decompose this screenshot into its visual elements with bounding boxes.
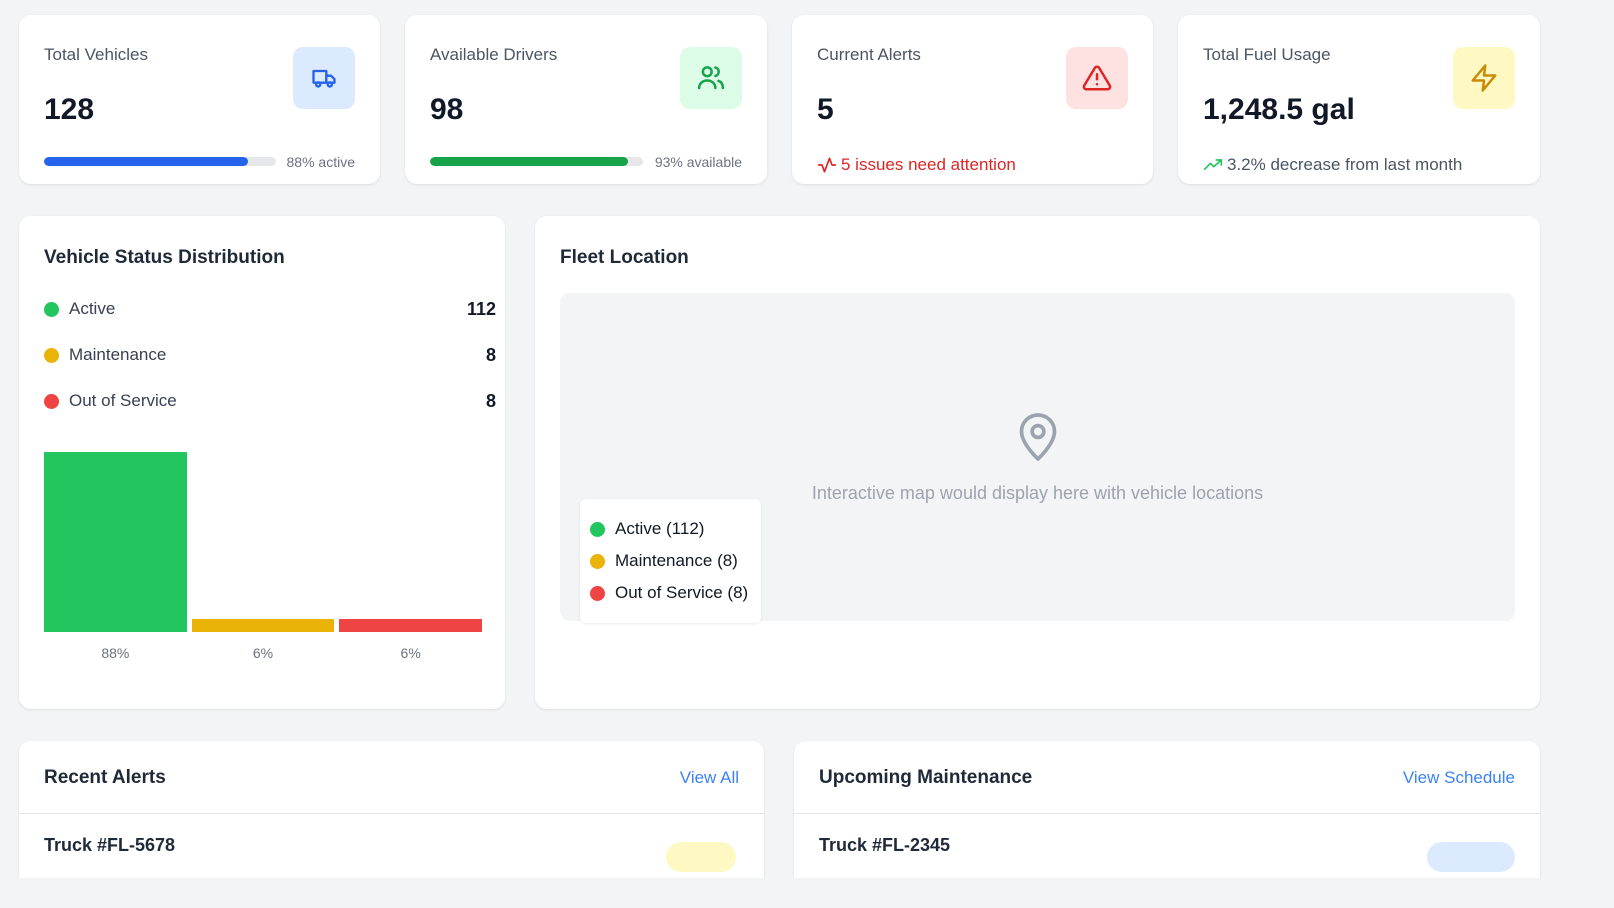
fuel-note-text: 3.2% decrease from last month	[1227, 155, 1463, 174]
legend-item: Out of Service (8)	[590, 577, 751, 609]
maintenance-status-badge	[1427, 842, 1515, 872]
drivers-progress-bar	[430, 157, 643, 166]
alert-triangle-icon	[1066, 47, 1128, 109]
stat-card-current-alerts: Current Alerts 5 5 issues need attention	[792, 15, 1153, 184]
alerts-note: 5 issues need attention	[817, 155, 1016, 175]
view-schedule-link[interactable]: View Schedule	[1402, 768, 1515, 787]
divider	[19, 813, 764, 814]
status-dot	[44, 301, 59, 317]
status-count: 112	[466, 298, 496, 319]
alerts-note-text: 5 issues need attention	[841, 155, 1016, 174]
divider	[794, 813, 1540, 814]
upcoming-maintenance-card: Upcoming Maintenance View Schedule Truck…	[794, 741, 1540, 878]
stat-label: Current Alerts	[817, 45, 921, 64]
status-count: 8	[485, 344, 496, 365]
legend-item: Maintenance (8)	[590, 545, 751, 577]
legend-dot	[590, 553, 605, 569]
status-bar-chart: 88% 6% 6%	[44, 452, 482, 688]
section-title: Vehicle Status Distribution	[44, 247, 285, 268]
status-label: Maintenance	[69, 345, 167, 364]
progress-fill	[430, 157, 629, 166]
legend-item: Active (112)	[590, 513, 751, 545]
truck-icon	[293, 47, 355, 109]
activity-icon	[817, 157, 837, 173]
legend-label: Out of Service (8)	[615, 583, 749, 602]
chart-bar	[44, 452, 187, 632]
status-dot	[44, 347, 59, 363]
map-legend: Active (112) Maintenance (8) Out of Serv…	[580, 499, 761, 623]
chart-bar	[191, 619, 335, 632]
stat-value: 5	[817, 93, 834, 126]
trending-icon	[1203, 159, 1223, 170]
users-icon	[680, 47, 742, 109]
vehicle-status-card: Vehicle Status Distribution Active 112 M…	[19, 216, 505, 709]
stat-card-total-vehicles: Total Vehicles 128 88% active	[19, 15, 380, 184]
maintenance-item-title[interactable]: Truck #FL-2345	[819, 835, 951, 855]
legend-label: Maintenance (8)	[615, 551, 738, 570]
stat-value: 128	[44, 93, 95, 126]
status-row-out-of-service: Out of Service 8	[44, 389, 496, 413]
map-area[interactable]: Interactive map would display here with …	[560, 293, 1515, 623]
chart-bar-label: 6%	[252, 645, 274, 661]
section-title: Fleet Location	[560, 247, 689, 268]
stat-label: Available Drivers	[430, 45, 558, 64]
status-dot	[44, 393, 59, 409]
stat-label: Total Vehicles	[44, 45, 148, 64]
zap-icon	[1453, 47, 1515, 109]
chart-bar-label: 88%	[101, 645, 130, 661]
dashboard-viewport: Total Vehicles 128 88% active Available …	[13, 0, 1614, 878]
recent-alerts-card: Recent Alerts View All Truck #FL-5678	[19, 741, 764, 878]
status-row-maintenance: Maintenance 8	[44, 343, 496, 367]
section-title: Recent Alerts	[44, 767, 166, 788]
legend-dot	[590, 585, 605, 601]
status-label: Out of Service	[69, 391, 177, 410]
progress-caption: 93% available	[654, 154, 742, 170]
progress-fill	[44, 157, 249, 166]
active-progress-bar	[44, 157, 276, 166]
chart-bar	[339, 619, 482, 632]
section-title: Upcoming Maintenance	[819, 767, 1033, 788]
stat-value: 1,248.5 gal	[1203, 93, 1355, 126]
status-count: 8	[485, 390, 496, 411]
status-row-active: Active 112	[44, 297, 496, 321]
alert-severity-badge	[666, 842, 736, 872]
legend-label: Active (112)	[615, 519, 705, 538]
alert-item-title[interactable]: Truck #FL-5678	[44, 835, 176, 855]
chart-bar-label: 6%	[400, 645, 421, 661]
stat-card-fuel-usage: Total Fuel Usage 1,248.5 gal 3.2% decrea…	[1178, 15, 1540, 184]
fuel-note: 3.2% decrease from last month	[1203, 155, 1462, 175]
fleet-location-card: Fleet Location Interactive map would dis…	[535, 216, 1540, 709]
stat-card-available-drivers: Available Drivers 98 93% available	[405, 15, 767, 184]
view-all-link[interactable]: View All	[679, 768, 739, 787]
map-pin-icon	[1016, 411, 1060, 468]
stat-value: 98	[430, 93, 464, 126]
legend-dot	[590, 521, 605, 537]
status-label: Active	[69, 299, 116, 318]
stat-label: Total Fuel Usage	[1203, 45, 1331, 64]
map-caption: Interactive map would display here with …	[811, 483, 1264, 503]
progress-caption: 88% active	[286, 154, 355, 170]
